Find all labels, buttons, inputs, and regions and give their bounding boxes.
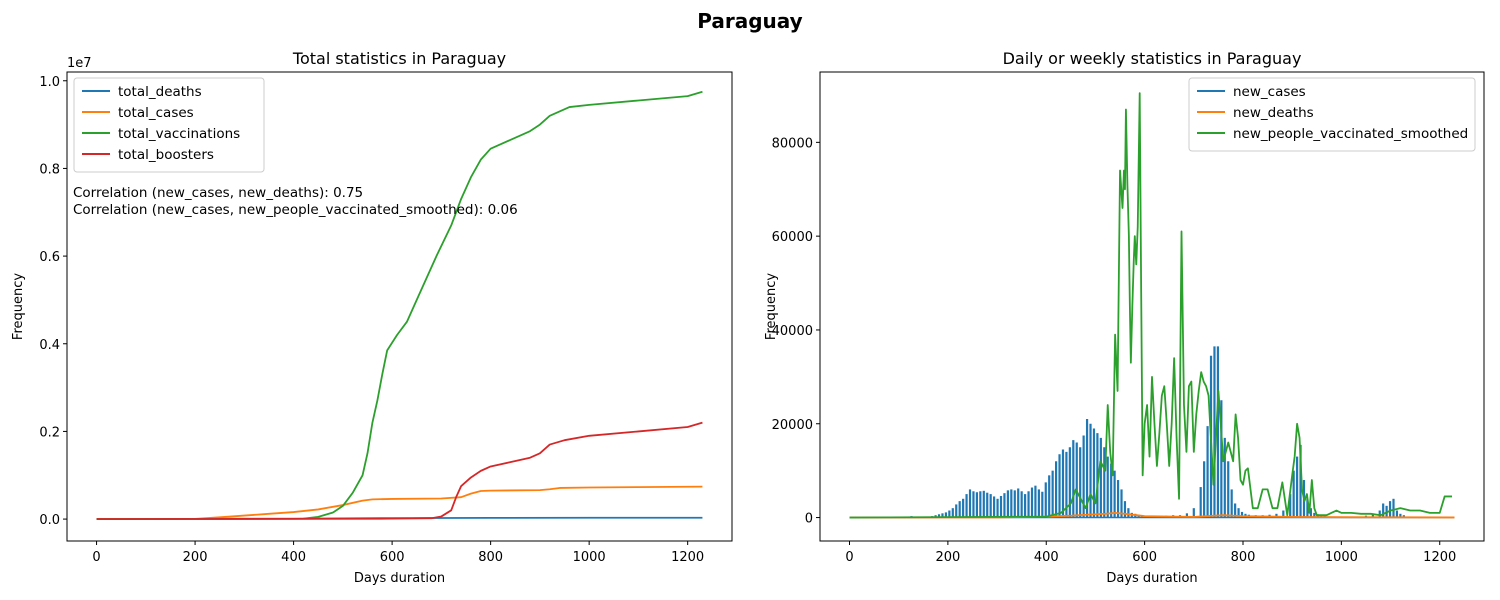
series-line (96, 90, 703, 520)
x-tick-label: 0 (845, 550, 853, 565)
x-tick-label: 1000 (1325, 550, 1358, 565)
y-tick-label: 20000 (772, 418, 813, 433)
series-line (96, 485, 703, 520)
y-tick-label: 80000 (772, 136, 813, 151)
left-panel-total-statistics: Total statistics in Paraguay 0 200 400 600 80… (11, 49, 733, 586)
plot-frame (66, 71, 733, 542)
legend-label: new_cases (1233, 84, 1306, 100)
plot-frame (819, 71, 1485, 542)
legend-label: total_vaccinations (118, 126, 240, 142)
y-axis-label: Frequency (764, 273, 779, 340)
legend-box (1188, 77, 1476, 152)
y-tick-label: 0.6 (39, 250, 60, 265)
series-total-cases (96, 485, 703, 520)
correlation-annotation: Correlation (new_cases, new_deaths): 0.7… (73, 185, 363, 201)
x-tick-label: 600 (1132, 550, 1157, 565)
y-tick-label: 0.2 (39, 425, 60, 440)
legend-label: total_deaths (118, 84, 202, 100)
panel-title: Daily or weekly statistics in Paraguay (1003, 49, 1302, 68)
legend-label: new_deaths (1233, 105, 1314, 121)
series-total-boosters (96, 421, 703, 520)
legend-label: new_people_vaccinated_smoothed (1233, 126, 1468, 142)
legend: new_cases new_deaths new_people_vaccinated… (1188, 77, 1476, 152)
x-tick-label: 1000 (573, 550, 606, 565)
x-tick-label: 600 (380, 550, 405, 565)
correlation-annotation: Correlation (new_cases, new_people_vacci… (73, 202, 518, 218)
right-panel-daily-statistics: Daily or weekly statistics in Paraguay 0 2… (764, 49, 1485, 586)
series-new-deaths (849, 511, 1455, 519)
x-tick-label: 1200 (671, 550, 704, 565)
y-tick-label: 1.0 (39, 75, 60, 90)
series-new-cases (849, 346, 1455, 519)
series-line (96, 421, 703, 520)
x-tick-label: 1200 (1423, 550, 1456, 565)
series-new-people-vaccinated-smoothed (849, 92, 1453, 519)
x-axis-label: Days duration (1106, 571, 1197, 586)
y-tick-label: 60000 (772, 230, 813, 245)
x-tick-label: 200 (935, 550, 960, 565)
y-tick-label: 0.4 (39, 338, 60, 353)
x-tick-label: 400 (281, 550, 306, 565)
x-axis-label: Days duration (354, 571, 445, 586)
y-tick-label: 40000 (772, 324, 813, 339)
panel-title: Total statistics in Paraguay (292, 49, 506, 68)
x-tick-label: 400 (1034, 550, 1059, 565)
y-tick-label: 0.8 (39, 162, 60, 177)
legend-label: total_boosters (118, 147, 214, 163)
y-tick-label: 0 (805, 512, 813, 527)
legend: total_deaths total_cases total_vaccination… (73, 77, 265, 173)
legend-label: total_cases (118, 105, 194, 121)
series-total-vaccinations (96, 90, 703, 520)
y-offset-text: 1e7 (67, 56, 92, 71)
y-axis-label: Frequency (11, 273, 26, 340)
x-tick-label: 0 (92, 550, 100, 565)
x-tick-label: 800 (1231, 550, 1256, 565)
series-line (849, 511, 1455, 519)
x-tick-label: 800 (478, 550, 503, 565)
x-tick-label: 200 (183, 550, 208, 565)
legend-box (73, 77, 265, 173)
y-tick-label: 0.0 (39, 513, 60, 528)
series-line (849, 92, 1453, 519)
figure-suptitle: Paraguay (697, 9, 802, 33)
